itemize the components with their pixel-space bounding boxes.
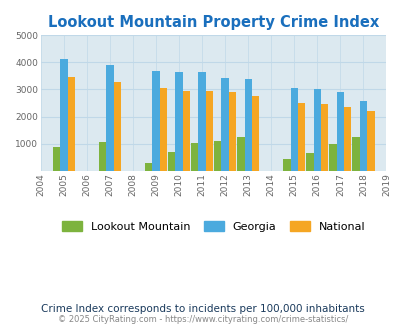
Bar [213, 141, 221, 171]
Bar [352, 137, 359, 171]
Bar [113, 82, 121, 171]
Bar [175, 72, 182, 171]
Bar [159, 88, 167, 171]
Bar [237, 137, 244, 171]
Bar [152, 71, 159, 171]
Bar [205, 91, 213, 171]
Bar [305, 152, 313, 171]
Bar [251, 96, 259, 171]
Bar [221, 78, 228, 171]
Legend: Lookout Mountain, Georgia, National: Lookout Mountain, Georgia, National [58, 217, 369, 237]
Bar [53, 147, 60, 171]
Bar [191, 143, 198, 171]
Bar [297, 103, 305, 171]
Bar [228, 92, 236, 171]
Bar [98, 142, 106, 171]
Bar [198, 72, 205, 171]
Title: Lookout Mountain Property Crime Index: Lookout Mountain Property Crime Index [48, 15, 378, 30]
Text: Crime Index corresponds to incidents per 100,000 inhabitants: Crime Index corresponds to incidents per… [41, 304, 364, 314]
Bar [290, 88, 297, 171]
Bar [283, 159, 290, 171]
Bar [366, 111, 373, 171]
Bar [313, 89, 320, 171]
Bar [145, 163, 152, 171]
Bar [328, 144, 336, 171]
Bar [343, 107, 351, 171]
Text: © 2025 CityRating.com - https://www.cityrating.com/crime-statistics/: © 2025 CityRating.com - https://www.city… [58, 315, 347, 324]
Bar [359, 101, 366, 171]
Bar [244, 80, 251, 171]
Bar [320, 104, 328, 171]
Bar [67, 77, 75, 171]
Bar [106, 65, 113, 171]
Bar [336, 92, 343, 171]
Bar [182, 90, 190, 171]
Bar [60, 59, 67, 171]
Bar [168, 152, 175, 171]
